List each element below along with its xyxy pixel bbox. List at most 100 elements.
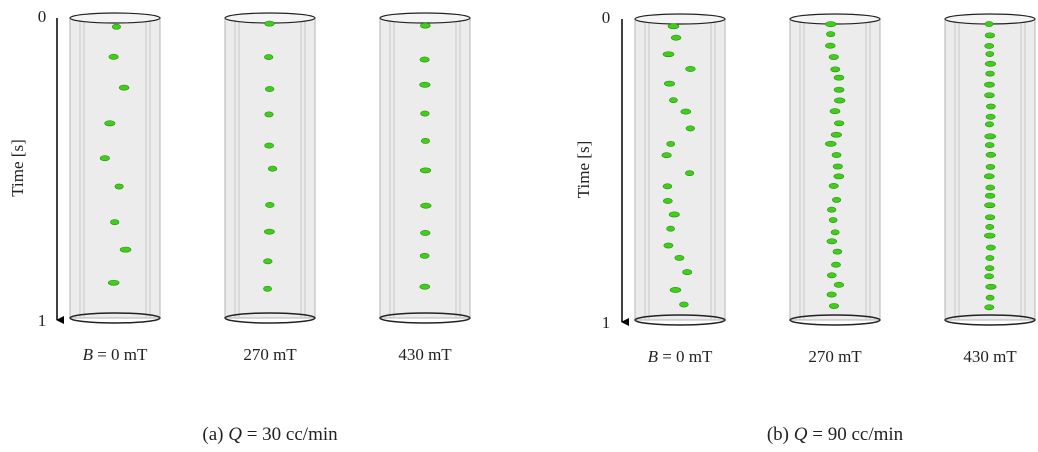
bubble <box>986 284 996 289</box>
bubble <box>829 54 839 59</box>
bubble <box>986 224 994 229</box>
bubble <box>826 32 835 37</box>
bubble <box>420 230 430 235</box>
bubble <box>833 164 843 169</box>
time-tick-label: 0 <box>602 8 611 27</box>
bubble <box>831 230 839 235</box>
bubble <box>986 104 995 109</box>
bubble <box>420 253 429 258</box>
bubble <box>825 22 836 27</box>
bubble <box>832 197 840 202</box>
bubble <box>663 184 672 189</box>
bubble <box>832 152 841 157</box>
bubble <box>420 284 430 289</box>
condition-symbol: B <box>83 345 94 364</box>
bubble <box>420 82 431 87</box>
bubble <box>827 239 837 244</box>
condition-text: 270 mT <box>808 347 862 366</box>
caption-text: = 90 cc/min <box>812 424 903 445</box>
caption-symbol: Q <box>794 424 808 445</box>
condition-label: 430 mT <box>963 347 1017 366</box>
bubble <box>671 35 681 40</box>
bubble <box>685 171 693 176</box>
bubble <box>663 52 674 57</box>
bubble <box>420 111 429 116</box>
condition-text: = 0 mT <box>97 345 148 364</box>
bubble <box>834 75 844 80</box>
bubble <box>985 266 994 271</box>
bubble <box>985 215 995 220</box>
bubble <box>986 164 995 169</box>
bubble <box>263 259 272 264</box>
bubble <box>669 212 679 217</box>
bubble <box>110 220 119 225</box>
caption-prefix: (b) <box>767 424 789 445</box>
caption-prefix: (a) <box>202 424 223 445</box>
condition-symbol: B <box>648 347 659 366</box>
caption-symbol: Q <box>228 424 242 445</box>
bubble <box>831 132 841 137</box>
bubble <box>265 112 273 117</box>
bubble <box>829 183 838 188</box>
axis-label: Time [s] <box>8 139 27 196</box>
condition-text: 430 mT <box>963 347 1017 366</box>
bubble <box>825 43 835 48</box>
bubble <box>109 54 119 59</box>
bubble <box>985 193 995 198</box>
bubble <box>120 247 131 252</box>
bubble <box>986 255 994 260</box>
bubble <box>986 51 994 56</box>
bubble <box>105 121 115 126</box>
bubble <box>984 82 994 87</box>
bubble <box>834 87 844 92</box>
bubble <box>986 185 995 190</box>
bubble <box>827 292 836 297</box>
bubble <box>831 67 840 72</box>
bubble <box>263 286 271 291</box>
bubble <box>985 93 995 98</box>
bubble <box>264 54 273 59</box>
bubble <box>115 184 123 189</box>
bubble <box>112 24 120 29</box>
condition-label: 430 mT <box>398 345 452 364</box>
bubble <box>119 85 129 90</box>
bubble <box>264 229 274 234</box>
bubble <box>670 287 681 292</box>
bubble <box>829 217 837 222</box>
bubble <box>681 109 691 114</box>
caption-text: = 30 cc/min <box>247 424 338 445</box>
bubble <box>265 21 275 26</box>
bubble <box>986 245 995 250</box>
cylinder-top <box>70 13 160 23</box>
bubble <box>420 57 429 62</box>
bubble <box>834 121 844 126</box>
condition-label: B = 0 mT <box>648 347 713 366</box>
bubble <box>667 141 675 146</box>
bubble <box>265 143 274 148</box>
bubble <box>669 98 677 103</box>
bubble <box>421 203 432 208</box>
bubble <box>985 142 994 147</box>
bubble <box>834 174 844 179</box>
bubble <box>984 233 995 238</box>
bubble <box>986 71 995 76</box>
bubble <box>682 269 691 274</box>
bubble <box>268 166 277 171</box>
time-tick-label: 1 <box>602 313 611 332</box>
bubble <box>833 249 842 254</box>
bubble <box>679 302 688 307</box>
bubble <box>662 153 672 158</box>
bubble <box>686 66 696 71</box>
bubble <box>834 98 845 103</box>
condition-label: 270 mT <box>243 345 297 364</box>
bubble <box>985 21 993 26</box>
bubble <box>667 226 675 231</box>
bubble <box>420 168 431 173</box>
bubble <box>834 282 844 287</box>
bubble <box>985 122 993 127</box>
bubble <box>985 61 996 66</box>
condition-label: B = 0 mT <box>83 345 148 364</box>
cylinder-top <box>635 14 725 24</box>
bubble <box>265 86 274 91</box>
time-tick-label: 1 <box>38 311 47 330</box>
